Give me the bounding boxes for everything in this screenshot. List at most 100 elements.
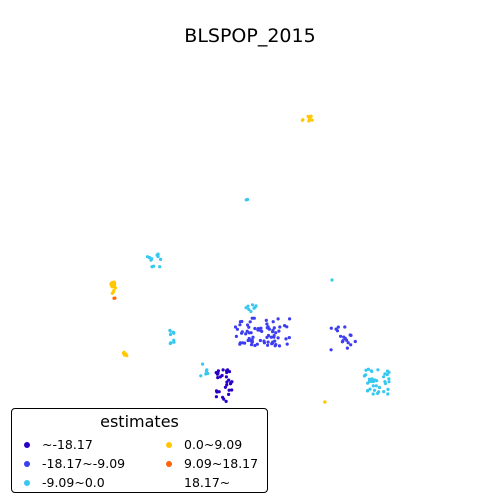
scatter-point [366,381,370,385]
scatter-point [249,309,253,314]
scatter-point [258,338,262,343]
scatter-point [256,327,260,331]
scatter-point [252,316,256,320]
scatter-point [223,385,227,389]
scatter-point [329,326,333,330]
scatter-point [387,377,391,381]
scatter-point [112,280,116,284]
scatter-point [249,339,253,343]
scatter-point [383,372,387,376]
scatter-point [369,369,373,373]
chart-title: BLSPOP_2015 [184,25,316,47]
scatter-point [247,307,251,312]
scatter-point [158,265,162,269]
scatter-point [340,340,344,344]
scatter-point [204,372,208,376]
scatter-point [266,325,270,329]
scatter-point [227,388,231,392]
scatter-point [122,353,127,357]
scatter-point [218,375,222,379]
scatter-point [346,341,350,345]
scatter-point [309,114,313,118]
scatter-point [269,335,273,339]
scatter-point [249,343,254,347]
scatter-point [113,296,117,300]
scatter-point [216,376,220,380]
legend-label: 9.09~18.17 [184,456,259,471]
scatter-point [371,392,375,396]
scatter-point [234,334,238,338]
scatter-point [377,385,382,390]
scatter-point [112,288,116,292]
scatter-point [221,368,225,372]
scatter-point [382,390,386,394]
scatter-point [267,327,271,331]
scatter-point [283,324,287,328]
scatter-point [366,389,370,393]
scatter-point [260,329,264,333]
legend-marker [166,441,172,448]
legend-label: 0.0~9.09 [184,437,243,452]
scatter-point [222,397,226,401]
legend-label: ~-18.17 [42,437,93,452]
scatter-point [353,339,357,344]
scatter-point [387,380,391,384]
scatter-point [330,278,334,282]
scatter-point [110,283,114,287]
scatter-point [199,374,203,378]
scatter-point [253,326,257,331]
scatter-point [224,399,228,403]
legend-marker [24,479,30,486]
scatter-point [145,255,150,259]
scatter-point [372,388,377,392]
scatter-point [225,380,229,384]
scatter-point [248,320,252,324]
scatter-point [386,387,390,391]
legend-marker [24,441,30,448]
legend-item: ~-18.17 [24,437,93,452]
scatter-point [287,336,291,340]
scatter-point [271,320,275,324]
scatter-point [383,381,387,386]
scatter-point [386,392,390,396]
scatter-point [122,350,126,354]
scatter-point [364,373,368,377]
scatter-point [349,343,353,347]
scatter-point [284,337,288,341]
scatter-point [113,286,117,290]
scatter-point [169,341,173,345]
scatter-point [214,371,218,375]
scatter-point [285,342,289,346]
scatter-point [266,340,270,344]
scatter-point [308,118,312,122]
scatter-point [274,343,278,347]
scatter-point [385,373,389,377]
scatter-point [262,341,266,345]
scatter-point [201,362,205,366]
scatter-point [156,254,160,259]
scatter-point [227,392,231,396]
scatter-point [345,346,349,350]
scatter-point [244,332,248,336]
scatter-point [245,197,250,202]
scatter-point [276,317,280,321]
legend-label: -18.17~-9.09 [42,456,126,471]
scatter-point [225,383,229,387]
scatter-point [271,328,275,332]
scatter-point [377,390,381,394]
scatter-point [249,331,253,335]
scatter-point [277,344,282,348]
scatter-point [214,395,218,399]
scatter-point [371,384,375,388]
scatter-point [240,330,244,334]
scatter-point [368,387,372,391]
scatter-point [245,329,249,333]
scatter-point [238,323,242,327]
scatter-points [109,114,391,404]
scatter-point [253,343,257,348]
scatter-point [272,334,276,338]
scatter-point [335,329,340,333]
scatter-point [266,333,271,338]
scatter-point [149,258,153,262]
scatter-point [217,390,221,394]
